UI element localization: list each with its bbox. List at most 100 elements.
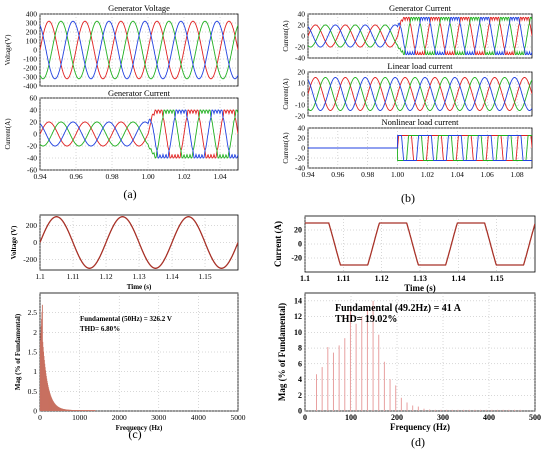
x-tick-label: 1.02: [421, 170, 434, 179]
panel-c-bottom: 0 0.5 1 1.5 2 2.5 0 1000 2000 3000 4000 5000 Mag (% …: [14, 292, 246, 432]
series-line-phase-1: [305, 222, 535, 266]
y-tick-label: 40: [298, 10, 306, 19]
y-tick-label: -60: [27, 166, 37, 175]
x-tick-label: 4000: [191, 413, 206, 422]
y-tick-label: -400: [23, 82, 37, 91]
x-tick-label: 0: [303, 413, 307, 422]
x-tick-label: 1.1: [300, 274, 310, 283]
y-tick-label: 200: [26, 221, 38, 230]
y-tick-label: 4: [298, 375, 302, 384]
chart-title: Nonlinear load current: [382, 117, 460, 127]
panel-label-c: (c): [128, 427, 141, 441]
series-line-phase-3: [308, 77, 532, 111]
y-tick-label: 0: [301, 90, 305, 99]
y-tick-label: 2: [298, 391, 302, 400]
spectrum-annotation-line-1: Fundamental (49.2Hz) = 41 A: [335, 303, 462, 314]
y-tick-label: -20: [27, 142, 37, 151]
y-tick-label: 0: [33, 238, 37, 247]
panel-c-top: 200 0 -200 1.1 1.11 1.12 1.13 1.14 1.15 Voltage (…: [10, 214, 239, 291]
y-tick-label: 10: [294, 328, 302, 337]
y-tick-label: 12: [294, 312, 302, 321]
y-tick-label: -40: [27, 154, 37, 163]
x-tick-label: 1.04: [213, 172, 226, 181]
panel-d-top: 20 0 -20 1.1 1.11 1.12 1.13 1.14 1.15 Current (A)…: [273, 215, 536, 293]
x-tick-label: 1.00: [141, 172, 154, 181]
y-tick-label: -20: [295, 43, 305, 52]
x-tick-label: 0.96: [69, 172, 82, 181]
series-line-phase-1: [308, 77, 532, 111]
x-tick-label: 1.12: [99, 272, 112, 281]
y-axis-label: Current (A): [273, 221, 283, 267]
y-tick-label: 2: [33, 328, 37, 337]
x-axis-label: Frequency (Hz): [390, 422, 450, 432]
y-tick-label: 6: [298, 359, 302, 368]
x-tick-label: 1.06: [481, 170, 494, 179]
x-tick-label: 0.94: [33, 172, 46, 181]
y-tick-label: -20: [291, 254, 302, 263]
y-tick-label: 20: [298, 21, 306, 30]
series-line-phase-3: [308, 135, 532, 161]
x-tick-label: 0.96: [331, 170, 344, 179]
panel-b-2: 20 10 0 -10 -20 Linear load current Current(A): [282, 61, 533, 121]
y-tick-label: -10: [295, 101, 305, 110]
y-tick-label: -100: [23, 55, 37, 64]
x-tick-label: 1.1: [35, 272, 45, 281]
y-tick-label: 40: [30, 106, 38, 115]
x-tick-label: 2000: [112, 413, 127, 422]
x-tick-label: 1.00: [391, 170, 404, 179]
x-tick-label: 1.04: [451, 170, 464, 179]
x-axis-label: Time (s): [127, 283, 152, 291]
panel-a-bottom: 60 40 20 0 -20 -40 -600.94 0.96 0.98 1.00 1.02 1.04…: [4, 88, 239, 181]
x-tick-label: 1.14: [165, 272, 178, 281]
y-axis-label: Mag (% of Fundamental): [277, 303, 287, 401]
y-tick-label: 1: [33, 367, 37, 376]
y-tick-label: 0.5: [28, 387, 38, 396]
y-tick-label: -40: [295, 54, 305, 63]
y-tick-label: 0: [301, 32, 305, 41]
y-tick-label: 20: [294, 226, 302, 235]
x-tick-label: 1.15: [490, 274, 504, 283]
y-tick-label: -200: [23, 255, 37, 264]
y-tick-label: -20: [295, 154, 305, 163]
y-tick-label: 20: [30, 118, 38, 127]
y-axis-label: Current(A): [282, 78, 290, 110]
chart-title: Generator Current: [108, 88, 171, 98]
x-tick-label: 0.94: [301, 170, 314, 179]
y-tick-label: 0: [33, 130, 37, 139]
y-axis-label: Voltage (V): [10, 225, 18, 259]
y-tick-label: 10: [298, 79, 306, 88]
y-tick-label: 0: [298, 407, 302, 416]
y-tick-label: -20: [295, 112, 305, 121]
y-tick-label: 1.5: [28, 348, 38, 357]
panel-d-bottom: 0 2 4 6 8 10 12 14 0 100 200 300 400 500 Mag (% of Fun…: [277, 292, 541, 432]
x-tick-label: 0.98: [105, 172, 118, 181]
y-axis-label: Voltage(V): [4, 34, 12, 66]
y-tick-label: 40: [298, 124, 306, 133]
chart-title: Generator Voltage: [108, 3, 170, 13]
x-tick-label: 500: [529, 413, 541, 422]
y-axis-label: Current(A): [282, 132, 290, 164]
y-tick-label: 200: [26, 28, 38, 37]
x-tick-label: 3000: [151, 413, 166, 422]
y-tick-label: 14: [294, 296, 302, 305]
x-tick-label: 0: [38, 413, 42, 422]
series-line-phase-3: [308, 16, 532, 56]
y-tick-label: -40: [295, 164, 305, 173]
y-tick-label: 20: [298, 68, 306, 77]
x-tick-label: 1.08: [511, 170, 524, 179]
x-tick-label: 200: [391, 413, 403, 422]
panel-b-1: 40 20 0 -20 -40 Generator Current Current(A): [282, 3, 533, 63]
y-tick-label: 0: [33, 46, 37, 55]
y-tick-label: 100: [26, 37, 38, 46]
y-tick-label: 8: [298, 344, 302, 353]
y-axis-label: Current(A): [4, 118, 12, 150]
series-line-phase-1: [40, 216, 238, 269]
y-tick-label: 0: [298, 240, 302, 249]
spectrum-annotation-line-1: Fundamental (50Hz) = 326.2 V: [80, 315, 172, 323]
x-tick-label: 0.98: [361, 170, 374, 179]
x-tick-label: 1.13: [132, 272, 145, 281]
series-line-phase-3: [40, 109, 238, 159]
